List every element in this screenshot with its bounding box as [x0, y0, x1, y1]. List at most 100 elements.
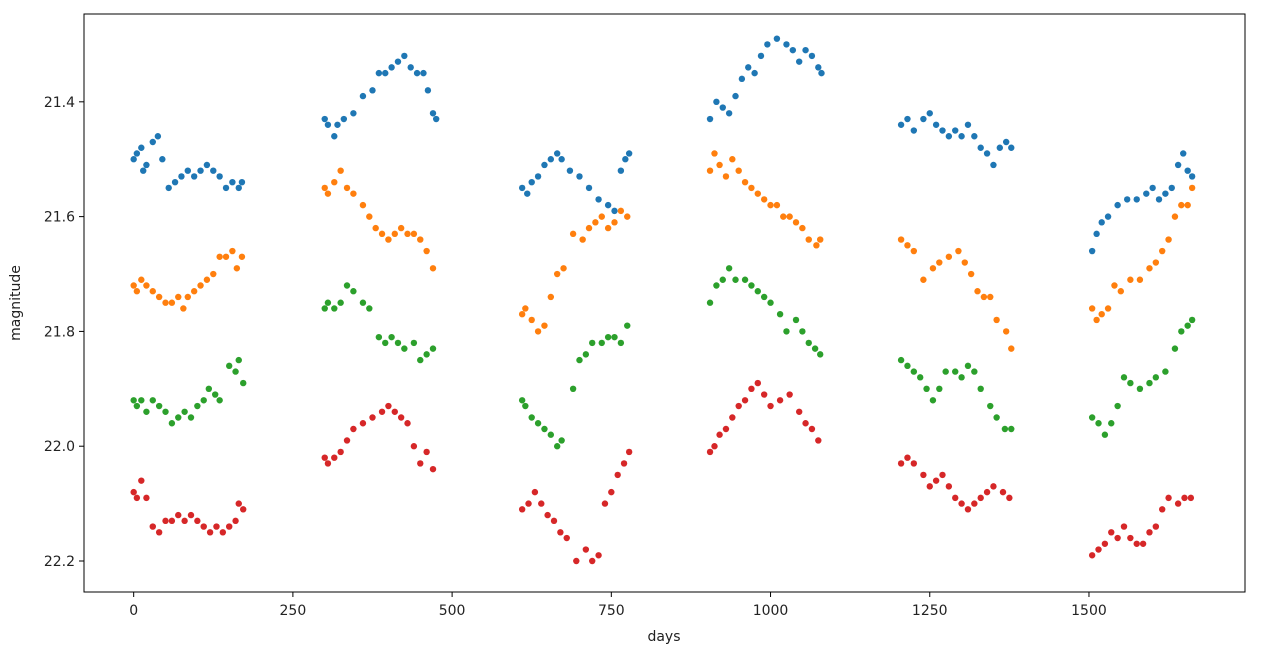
data-point [897, 356, 905, 364]
data-point [977, 494, 984, 502]
data-point [1165, 236, 1172, 243]
data-point [423, 247, 430, 255]
data-point [813, 242, 820, 249]
series-1 [130, 150, 1196, 352]
y-tick: 21.8 [44, 324, 84, 340]
data-point [614, 471, 621, 479]
data-point [582, 546, 590, 553]
data-point [211, 391, 219, 398]
data-point [432, 115, 440, 123]
data-point [990, 483, 997, 490]
data-point [625, 150, 633, 157]
data-point [190, 173, 198, 180]
data-point [1174, 161, 1182, 169]
data-point [331, 133, 338, 140]
data-point [920, 471, 927, 479]
data-point [897, 460, 905, 467]
data-point [1008, 345, 1015, 352]
x-tick-label: 500 [439, 603, 466, 619]
data-point [366, 213, 373, 220]
data-point [1088, 247, 1096, 255]
data-point [140, 167, 147, 174]
data-point [143, 282, 150, 289]
data-point [611, 333, 618, 341]
data-point [987, 293, 994, 301]
data-point [983, 488, 991, 496]
data-point [553, 270, 561, 278]
data-point [1114, 402, 1121, 410]
data-point [897, 236, 905, 243]
data-point [792, 316, 800, 324]
data-point [1146, 379, 1153, 387]
data-point [926, 110, 933, 117]
data-point [429, 110, 437, 117]
data-point [1088, 305, 1096, 312]
data-point [805, 339, 812, 347]
data-point [1146, 529, 1153, 536]
data-point [337, 299, 344, 306]
data-point [971, 133, 978, 140]
data-point [776, 397, 784, 404]
data-point [738, 75, 746, 83]
data-point [385, 236, 392, 243]
data-point [240, 379, 247, 387]
data-point [595, 196, 602, 203]
data-point [741, 397, 749, 404]
data-point [608, 488, 615, 496]
data-point [401, 52, 408, 60]
data-point [576, 356, 583, 364]
data-point [538, 500, 545, 507]
data-point [617, 167, 625, 174]
data-point [197, 282, 204, 289]
data-point [786, 391, 793, 398]
data-point [547, 156, 555, 163]
y-tick-label: 21.8 [44, 324, 75, 340]
data-point [324, 460, 332, 467]
data-point [547, 431, 555, 438]
data-point [321, 115, 328, 123]
data-point [748, 385, 755, 393]
data-point [410, 230, 418, 238]
data-point [802, 46, 809, 54]
y-tick: 21.4 [44, 95, 84, 111]
data-point [553, 443, 561, 450]
data-point [229, 247, 236, 255]
data-point [175, 414, 182, 421]
data-point [350, 288, 357, 295]
data-point [1136, 276, 1144, 283]
data-point [923, 385, 930, 393]
data-point [1108, 420, 1115, 427]
data-point [200, 523, 207, 530]
data-point [1174, 500, 1182, 507]
data-point [1152, 374, 1160, 381]
data-point [592, 219, 599, 226]
data-point [576, 173, 583, 180]
x-tick: 1250 [912, 592, 948, 619]
data-point [1093, 316, 1100, 324]
data-point [550, 517, 558, 525]
data-point [961, 259, 968, 266]
data-point [187, 414, 195, 421]
data-point [1104, 213, 1112, 220]
data-point [767, 201, 774, 209]
data-point [229, 178, 236, 186]
data-point [1088, 414, 1096, 421]
data-point [1187, 494, 1195, 502]
data-point [1008, 144, 1015, 151]
data-point [343, 184, 351, 192]
data-point [175, 511, 182, 519]
data-point [407, 64, 414, 71]
data-point [764, 41, 771, 48]
data-point [936, 259, 943, 266]
data-point [1117, 288, 1125, 295]
data-point [926, 483, 933, 490]
data-point [235, 184, 242, 192]
data-point [375, 333, 383, 341]
data-point [194, 517, 201, 525]
x-tick: 500 [439, 592, 466, 619]
data-point [920, 115, 927, 123]
data-point [162, 299, 169, 306]
data-point [1152, 523, 1160, 530]
data-point [786, 213, 793, 220]
